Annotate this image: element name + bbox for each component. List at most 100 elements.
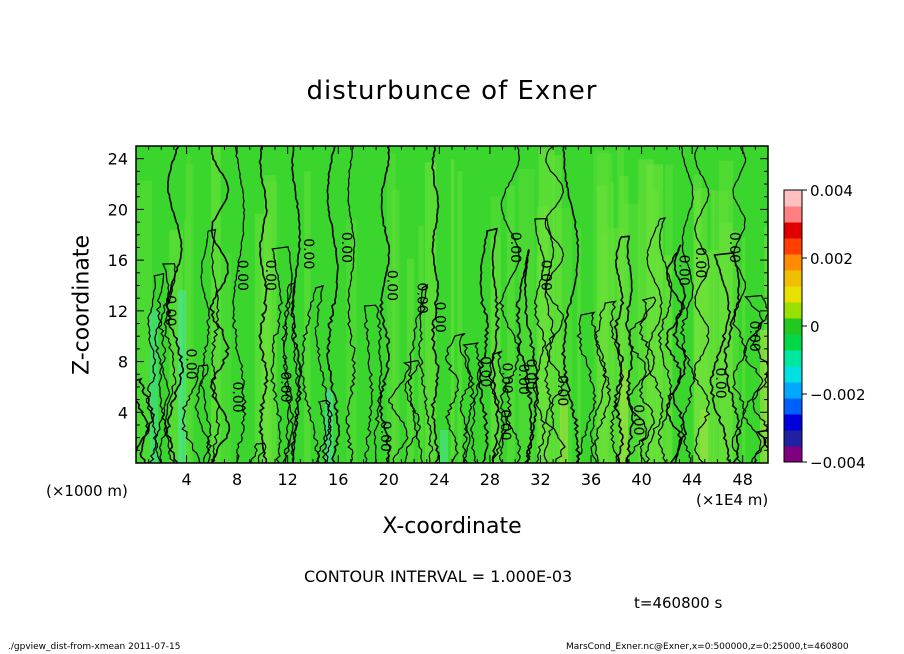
contour-line	[209, 146, 231, 463]
field-streak	[210, 146, 221, 463]
colorbar-tick-label: 0.004	[810, 182, 853, 200]
contour-line	[532, 217, 556, 463]
contour-line	[407, 283, 434, 463]
field-streak	[186, 156, 192, 463]
y-tick-label: 16	[108, 251, 128, 270]
contour-label: 0.00	[277, 371, 293, 402]
x-tick-label: 44	[682, 470, 702, 489]
contour-label: 0.00	[338, 232, 354, 263]
y-tick-label: 20	[108, 200, 128, 219]
contour-label: 0.00	[692, 247, 708, 278]
contour-line	[232, 146, 247, 463]
colorbar-swatch	[784, 382, 802, 399]
x-tick-label: 32	[530, 470, 550, 489]
colorbar-swatch	[784, 190, 802, 207]
field-streak	[185, 164, 194, 463]
contour-line	[462, 342, 481, 463]
contour-line	[270, 246, 294, 463]
contour-line	[693, 146, 711, 463]
colorbar-tick-label: −0.004	[810, 454, 866, 472]
x-tick-label: 28	[480, 470, 500, 489]
colorbar-swatch	[784, 366, 802, 383]
field-streak	[696, 188, 708, 463]
contour-line	[345, 146, 356, 463]
field-streak	[538, 148, 555, 463]
colorbar-tick-label: −0.002	[810, 386, 866, 404]
field-streak	[386, 153, 396, 463]
colorbar-swatch	[784, 206, 802, 223]
field-streak	[604, 228, 615, 463]
contour-line	[679, 146, 696, 463]
contour-labels: 0.000.000.000.00 0.000.000.00 0.000.000.00…	[162, 232, 762, 452]
contour-label: 0.00	[726, 232, 742, 263]
colorbar-tick-label: 0.002	[810, 250, 853, 268]
contour-line	[626, 296, 657, 463]
x-tick-label: 40	[631, 470, 651, 489]
field-streak	[646, 164, 664, 463]
field-patch	[760, 330, 768, 463]
x-tick-label: 16	[328, 470, 348, 489]
contour-label: 0.00	[383, 270, 399, 301]
contour-label: 0.00	[414, 283, 430, 314]
contour-line	[561, 146, 581, 463]
field-streak	[593, 150, 610, 463]
colorbar-swatch	[784, 318, 802, 335]
colorbar: 0.004 0.002 0 −0.002 −0.004	[783, 182, 866, 472]
contour-label: 0.00	[522, 359, 538, 390]
contour-line	[444, 332, 472, 463]
y-tick-label: 4	[118, 403, 128, 422]
field-streak	[263, 175, 277, 463]
contour-label: 0.00	[477, 356, 493, 387]
colorbar-swatch	[784, 302, 802, 319]
x-tick-label: 20	[379, 470, 399, 489]
colorbar-swatch	[784, 286, 802, 303]
colorbar-swatch	[784, 430, 802, 447]
contour-label: 0.00	[182, 349, 198, 380]
field-streak	[710, 189, 715, 463]
contour-line	[644, 217, 673, 463]
field-patch	[620, 370, 628, 463]
x-tick-label: 36	[581, 470, 601, 489]
y-axis-label: Z-coordinate	[69, 235, 95, 375]
x-axis: 4 8 12 16 20 24 28 32 36 40 44 48	[148, 146, 756, 489]
contour-line	[363, 304, 383, 463]
x-tick-label: 4	[181, 470, 191, 489]
footer-source: MarsCond_Exner.nc@Exner,x=0:500000,z=0:2…	[566, 642, 849, 652]
contour-line	[515, 249, 540, 463]
colorbar-swatch	[784, 334, 802, 351]
contour-line	[326, 146, 340, 463]
field-streak	[490, 196, 501, 463]
colorbar-swatch	[784, 254, 802, 271]
field-streak	[719, 223, 733, 463]
colorbar-swatch	[784, 270, 802, 287]
contour-line	[709, 252, 742, 463]
field-streak	[457, 171, 463, 463]
colorbar-swatch	[784, 414, 802, 431]
field-streak	[708, 249, 719, 463]
contour-line	[544, 146, 566, 463]
x-tick-label: 12	[278, 470, 298, 489]
contour-line	[136, 377, 155, 463]
contour-label: 0.00	[675, 255, 691, 286]
contour-line	[165, 146, 185, 463]
field-streak	[619, 175, 629, 463]
contour-line	[742, 294, 768, 463]
contour-label: 0.00	[234, 260, 250, 291]
field-patch	[560, 400, 568, 463]
y-tick-label: 12	[108, 302, 128, 321]
colorbar-swatch	[784, 222, 802, 239]
field-streak	[543, 205, 549, 463]
contour-label: 0.00	[229, 381, 245, 412]
x-scale-label: (×1E4 m)	[696, 491, 769, 509]
contour-label: 0.00	[300, 238, 316, 269]
contour-line	[731, 146, 748, 463]
contour-label: 0.00	[554, 375, 570, 406]
field-streak	[577, 228, 581, 463]
field-streak	[600, 233, 609, 463]
field-streak	[693, 174, 703, 463]
field-streak	[424, 162, 437, 463]
contour-line	[258, 146, 269, 463]
field-patch	[150, 310, 158, 463]
x-tick-label: 8	[232, 470, 242, 489]
